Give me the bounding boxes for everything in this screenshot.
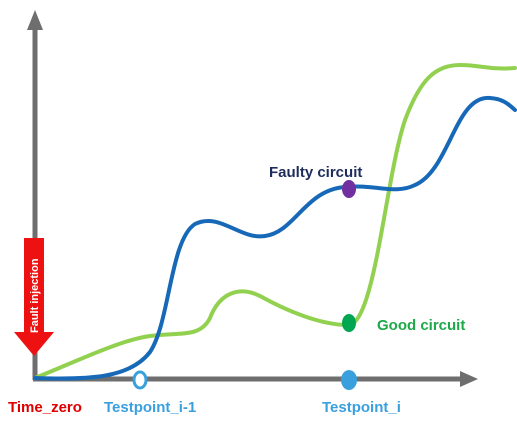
down-arrow-icon [24, 238, 44, 334]
x-axis-arrowhead [460, 371, 478, 387]
faulty-circuit-marker [342, 180, 356, 198]
testpoint-prev-label: Testpoint_i-1 [104, 399, 196, 416]
testpoint-curr-marker [341, 370, 357, 390]
good-circuit-label: Good circuit [377, 317, 465, 334]
testpoint-curr-label: Testpoint_i [322, 399, 401, 416]
testpoint-prev-marker [132, 370, 148, 390]
down-arrow-head [14, 332, 54, 356]
faulty-circuit-curve [33, 95, 517, 381]
y-axis-arrowhead [27, 10, 43, 30]
good-circuit-curve [33, 62, 517, 380]
good-circuit-marker [342, 314, 356, 332]
fault-injection-arrow: Fault injection [14, 238, 54, 356]
fault-injection-label: Fault injection [29, 258, 41, 333]
faulty-circuit-label: Faulty circuit [269, 164, 362, 181]
time-zero-label: Time_zero [8, 399, 82, 416]
